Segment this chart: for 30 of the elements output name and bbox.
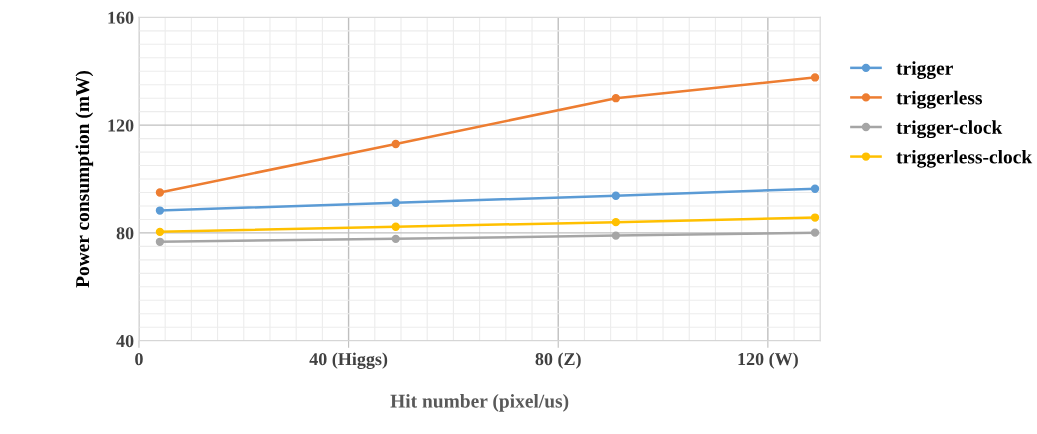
y-tick-label: 120: [108, 119, 134, 132]
point: [391, 198, 400, 207]
y-axis-title: Power consumption (mW): [75, 70, 94, 288]
point: [611, 191, 621, 200]
y-tick-label: 40: [116, 334, 134, 348]
legend-label: triggerless: [896, 90, 983, 109]
point: [155, 188, 165, 197]
x-axis-title: Hit number (pixel/us): [390, 394, 569, 412]
legend-label: triggerless-clock: [896, 149, 1033, 168]
point: [155, 227, 165, 237]
legend-label: trigger-clock: [896, 120, 1003, 139]
x-tick-label: 40 (Higgs): [309, 352, 388, 370]
point: [391, 139, 400, 149]
point: [611, 217, 621, 227]
point: [611, 94, 621, 103]
x-tick-label: 120 (W): [738, 352, 798, 369]
point: [611, 231, 621, 240]
point: [810, 228, 820, 237]
x-tick-label: 0: [135, 353, 143, 366]
point: [155, 237, 165, 246]
point: [391, 222, 400, 231]
point: [810, 73, 820, 82]
point: [391, 234, 400, 244]
point: [810, 184, 820, 193]
y-tick-label: 80: [116, 227, 134, 240]
point: [810, 213, 820, 222]
x-tick-label: 80 (Z): [535, 352, 581, 369]
legend-label: trigger: [896, 61, 953, 79]
y-tick-label: 160: [108, 11, 134, 24]
point: [155, 206, 165, 215]
